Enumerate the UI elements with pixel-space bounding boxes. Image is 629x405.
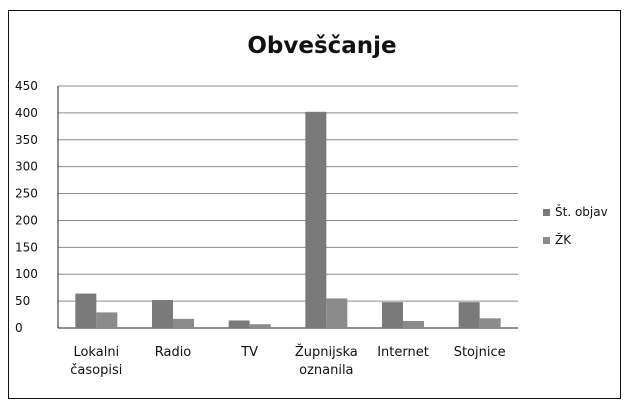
y-tick-label: 400 <box>15 106 38 120</box>
x-tick-label: Župnijska <box>295 344 358 360</box>
y-tick-label: 150 <box>15 240 38 254</box>
bars <box>75 111 501 329</box>
y-axis: 0 50 100 150 200 250 300 350 400 450 <box>15 79 59 335</box>
legend: Št. objav ŽK <box>543 204 608 247</box>
bar-st-objav <box>152 300 173 328</box>
x-tick-label: Radio <box>155 345 192 360</box>
legend-label: ŽK <box>555 232 572 247</box>
x-tick-label: Internet <box>377 345 429 360</box>
bar-st-objav <box>382 302 403 328</box>
bar-zk <box>249 324 271 328</box>
bar-st-objav <box>75 293 97 328</box>
x-tick-label: časopisi <box>70 363 122 378</box>
y-tick-label: 350 <box>15 133 38 147</box>
bar-st-objav <box>305 111 327 329</box>
y-tick-label: 0 <box>15 321 23 335</box>
y-tick-label: 300 <box>15 160 38 174</box>
y-tick-label: 200 <box>15 213 38 227</box>
legend-swatch <box>543 237 550 244</box>
y-tick-label: 50 <box>15 294 30 308</box>
bar-zk <box>326 298 348 328</box>
y-tick-label: 450 <box>15 79 38 93</box>
bar-zk <box>479 318 501 328</box>
bar-zk <box>173 318 194 328</box>
legend-swatch <box>543 209 550 216</box>
grid-lines <box>58 85 518 329</box>
bar-st-objav <box>458 302 480 328</box>
bar-zk <box>96 312 118 328</box>
bar-zk <box>403 321 424 328</box>
x-tick-label: oznanila <box>299 363 353 378</box>
x-axis-labels: Lokalni časopisi Radio TV Župnijska oznanila I… <box>70 344 505 378</box>
y-tick-label: 100 <box>15 267 38 281</box>
x-tick-label: Stojnice <box>454 345 506 360</box>
legend-label: Št. objav <box>555 204 608 219</box>
x-tick-label: TV <box>240 345 258 360</box>
y-tick-label: 250 <box>15 187 38 201</box>
chart-title: Obveščanje <box>247 33 396 59</box>
bar-st-objav <box>228 320 250 328</box>
x-tick-label: Lokalni <box>73 345 119 360</box>
